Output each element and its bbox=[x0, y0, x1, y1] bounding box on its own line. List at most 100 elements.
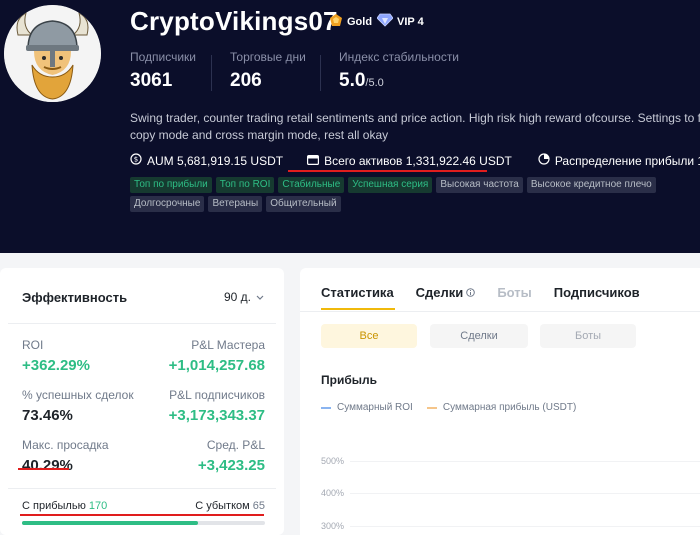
legend-label: Суммарная прибыль (USDT) bbox=[442, 402, 577, 413]
divider bbox=[8, 488, 276, 489]
tab-bots[interactable]: Боты bbox=[497, 285, 532, 300]
info-icon bbox=[466, 285, 476, 300]
total-assets-metric: Всего активов 1,331,922.46 USDT bbox=[307, 154, 512, 168]
avg-pnl-value: +3,423.25 bbox=[197, 457, 265, 474]
bio-line: copy mode and cross margin mode, rest al… bbox=[130, 128, 389, 142]
stats-tabs: Статистика Сделки Боты Подписчиков bbox=[321, 285, 640, 300]
performance-title: Эффективность bbox=[22, 290, 128, 305]
active-tab-indicator bbox=[321, 308, 395, 310]
tag-top-roi: Топ по ROI bbox=[215, 177, 275, 193]
stat-trading-days-label: Торговые дни bbox=[230, 50, 306, 64]
filter-trades[interactable]: Сделки bbox=[430, 324, 528, 348]
legend-swatch bbox=[321, 406, 331, 409]
win-rate-value: 73.46% bbox=[22, 407, 73, 424]
tag-sociable: Общительный bbox=[266, 196, 341, 212]
annotation-underline bbox=[288, 170, 487, 172]
gold-badge-label: Gold bbox=[347, 15, 373, 28]
avg-pnl-stat: Сред. P&L +3,423.25 bbox=[198, 438, 265, 474]
legend-cumulative-roi[interactable]: Суммарный ROI bbox=[321, 402, 413, 413]
tag-win-streak: Успешная серия bbox=[348, 177, 433, 193]
stat-divider bbox=[211, 55, 212, 91]
stat-stability-label: Индекс стабильности bbox=[339, 50, 460, 64]
y-tick-label: 500% bbox=[321, 456, 345, 466]
vip-badge-label: VIP 4 bbox=[397, 15, 424, 28]
tag-high-leverage: Высокое кредитное плечо bbox=[526, 177, 656, 193]
losses-count: 65 bbox=[252, 500, 265, 512]
chart-gridline bbox=[350, 526, 700, 527]
master-pnl-value: +1,014,257.68 bbox=[168, 357, 265, 374]
max-drawdown-label: Макс. просадка bbox=[22, 438, 109, 452]
stat-stability: Индекс стабильности 5.0/5.0 bbox=[339, 50, 459, 92]
trader-avatar[interactable] bbox=[4, 5, 101, 102]
tag-long-term: Долгосрочные bbox=[130, 196, 205, 212]
trader-tags: Топ по прибыли Топ по ROI Стабильные Усп… bbox=[130, 177, 700, 212]
win-loss-row: С прибылью 170 С убытком 65 bbox=[22, 500, 265, 512]
max-drawdown-value: 40.29% bbox=[22, 457, 73, 474]
period-value: 90 д. bbox=[224, 290, 252, 304]
wallet-icon bbox=[307, 154, 320, 168]
stability-score: 5.0 bbox=[339, 70, 366, 91]
wins-stat: С прибылью 170 bbox=[22, 500, 107, 512]
stat-stability-value: 5.0/5.0 bbox=[339, 70, 459, 92]
wins-count: 170 bbox=[88, 500, 108, 512]
roi-label: ROI bbox=[22, 338, 44, 352]
stat-trading-days: Торговые дни 206 bbox=[230, 50, 306, 92]
trader-name: CryptoVikings07 bbox=[130, 6, 338, 36]
aum-text: AUM 5,681,919.15 USDT bbox=[147, 153, 284, 168]
tab-statistics[interactable]: Статистика bbox=[321, 285, 394, 300]
stat-followers: Подписчики 3061 bbox=[130, 50, 196, 92]
trader-header: CryptoVikings07 Gold VIP 4 Подписчики 30… bbox=[0, 0, 700, 253]
win-loss-progress-fill bbox=[22, 521, 198, 525]
wins-label: С прибылью bbox=[22, 500, 86, 512]
stat-followers-value: 3061 bbox=[130, 70, 173, 91]
diamond-icon bbox=[376, 13, 394, 30]
legend-cumulative-profit[interactable]: Суммарная прибыль (USDT) bbox=[426, 402, 577, 413]
period-selector[interactable]: 90 д. bbox=[224, 290, 264, 304]
win-rate-label: % успешных сделок bbox=[22, 388, 134, 402]
stat-trading-days-value: 206 bbox=[230, 70, 262, 91]
roi-stat: ROI +362.29% bbox=[22, 338, 90, 374]
tag-veterans: Ветераны bbox=[208, 196, 263, 212]
win-loss-progress bbox=[22, 521, 265, 525]
y-tick-label: 300% bbox=[321, 521, 345, 531]
performance-panel: Эффективность 90 д. ROI +362.29% P&L Мас… bbox=[0, 268, 284, 535]
pie-chart-icon bbox=[538, 153, 550, 168]
svg-text:$: $ bbox=[134, 156, 138, 164]
legend-label: Суммарный ROI bbox=[337, 402, 413, 413]
losses-label: С убытком bbox=[195, 500, 250, 512]
win-rate-stat: % успешных сделок 73.46% bbox=[22, 388, 134, 424]
tab-followers[interactable]: Подписчиков bbox=[553, 285, 640, 300]
profit-chart-title: Прибыль bbox=[321, 373, 377, 387]
chart-legend: Суммарный ROI Суммарная прибыль (USDT) bbox=[321, 402, 576, 413]
chevron-down-icon bbox=[256, 290, 264, 304]
gold-badge: Gold bbox=[329, 13, 372, 30]
tab-trades[interactable]: Сделки bbox=[416, 285, 476, 300]
follower-pnl-stat: P&L подписчиков +3,173,343.37 bbox=[169, 388, 265, 424]
trader-metrics: $ AUM 5,681,919.15 USDT Всего активов 1,… bbox=[130, 153, 700, 168]
stat-followers-label: Подписчики bbox=[130, 50, 197, 64]
follower-pnl-value: +3,173,343.37 bbox=[168, 407, 265, 424]
legend-swatch bbox=[426, 406, 437, 409]
filter-all[interactable]: Все bbox=[321, 324, 417, 348]
profit-share-text: Распределение прибыли 15% bbox=[554, 153, 700, 168]
divider bbox=[8, 323, 276, 324]
aum-metric: $ AUM 5,681,919.15 USDT bbox=[130, 153, 283, 168]
annotation-underline bbox=[18, 468, 69, 470]
master-pnl-stat: P&L Мастера +1,014,257.68 bbox=[169, 338, 265, 374]
chart-gridline bbox=[350, 461, 700, 462]
stat-divider bbox=[320, 55, 321, 91]
tag-high-frequency: Высокая частота bbox=[436, 177, 523, 193]
trader-bio: Swing trader, counter trading retail sen… bbox=[130, 110, 700, 144]
tag-top-profit: Топ по прибыли bbox=[130, 177, 212, 193]
annotation-underline bbox=[20, 514, 264, 516]
tab-trades-label: Сделки bbox=[415, 285, 464, 300]
losses-stat: С убытком 65 bbox=[195, 500, 265, 512]
avg-pnl-label: Сред. P&L bbox=[206, 438, 265, 452]
profit-share-metric: Распределение прибыли 15% bbox=[538, 153, 700, 168]
follower-pnl-label: P&L подписчиков bbox=[169, 388, 265, 402]
gold-medal-icon bbox=[329, 13, 343, 30]
stability-max: /5.0 bbox=[365, 77, 384, 89]
total-assets-text: Всего активов 1,331,922.46 USDT bbox=[324, 153, 512, 168]
filter-bots[interactable]: Боты bbox=[540, 324, 636, 348]
tabs-divider bbox=[300, 311, 700, 312]
